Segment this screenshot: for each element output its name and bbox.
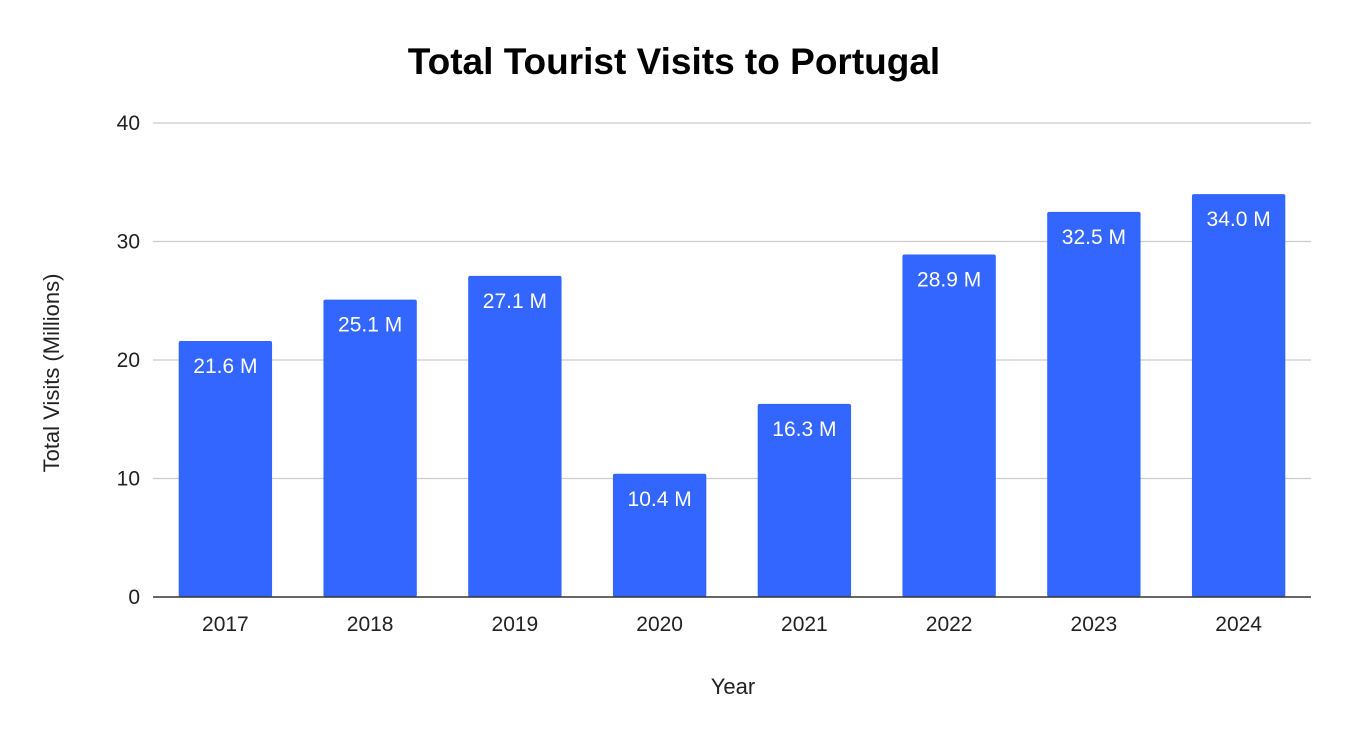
- data-label-2017: 21.6 M: [193, 355, 257, 378]
- data-label-2023: 32.5 M: [1062, 226, 1126, 249]
- y-axis-title: Total Visits (Millions): [39, 274, 64, 473]
- y-tick-label: 30: [117, 231, 140, 254]
- x-tick-label-2020: 2020: [636, 613, 683, 636]
- chart-title: Total Tourist Visits to Portugal: [408, 41, 940, 82]
- y-tick-label: 10: [117, 468, 140, 491]
- y-tick-label: 20: [117, 349, 140, 372]
- bar-2023: [1047, 211, 1141, 597]
- data-label-2019: 27.1 M: [483, 290, 547, 313]
- bar-2020: [612, 473, 707, 597]
- x-tick-label-2022: 2022: [926, 613, 973, 636]
- y-tick-label: 0: [128, 586, 140, 609]
- bar-2024: [1191, 194, 1286, 597]
- bar-2022: [902, 254, 996, 597]
- data-label-2021: 16.3 M: [772, 418, 836, 441]
- x-axis-title: Year: [711, 674, 755, 699]
- bar-2021: [757, 403, 852, 597]
- x-tick-label-2018: 2018: [347, 613, 394, 636]
- labels: 0 10 20 30 40 21.6 M 2017 25.1 M 2018 27.1 M 2019 1…: [117, 112, 1271, 636]
- x-tick-label-2023: 2023: [1071, 613, 1118, 636]
- bar-2017: [178, 341, 273, 597]
- bar-2019: [468, 275, 562, 597]
- data-label-2020: 10.4 M: [628, 488, 692, 511]
- bar-2018: [323, 299, 417, 597]
- data-label-2018: 25.1 M: [338, 314, 402, 337]
- bars: [178, 194, 1286, 597]
- x-tick-label-2021: 2021: [781, 613, 828, 636]
- x-tick-label-2017: 2017: [202, 613, 249, 636]
- data-label-2024: 34.0 M: [1207, 208, 1271, 231]
- y-tick-label: 40: [117, 112, 140, 135]
- data-label-2022: 28.9 M: [917, 269, 981, 292]
- x-tick-label-2024: 2024: [1215, 613, 1262, 636]
- x-tick-label-2019: 2019: [492, 613, 539, 636]
